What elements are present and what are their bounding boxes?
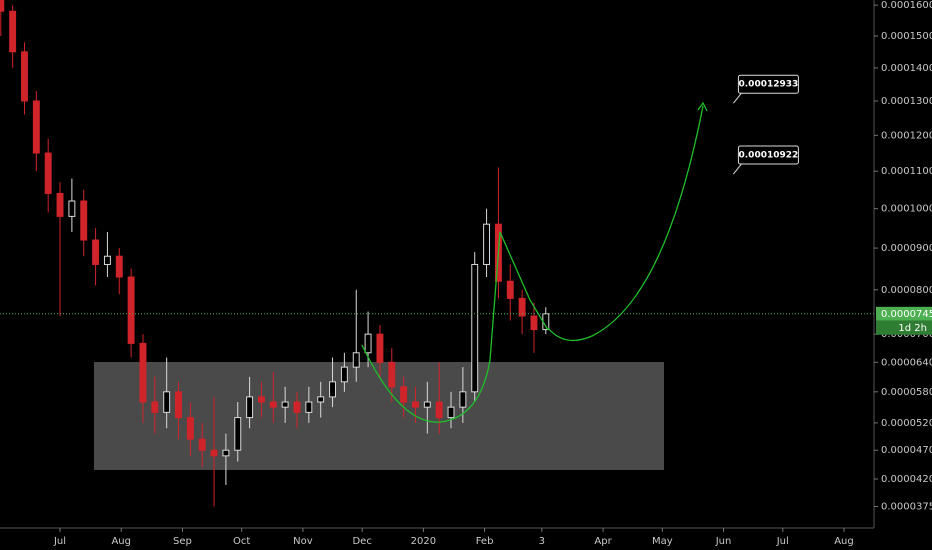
candle-body xyxy=(9,10,17,53)
candle-body xyxy=(459,391,467,408)
front-layer: 0.00007450 1d 2h 0.00012933 0.00010922 xyxy=(0,74,932,335)
candle-body xyxy=(80,200,88,241)
countdown-label: 1d 2h xyxy=(898,323,927,334)
countdown-box xyxy=(876,320,932,335)
candle-body xyxy=(305,401,313,413)
candle-body xyxy=(151,401,159,413)
x-tick-label: 3 xyxy=(539,536,545,547)
candle-body xyxy=(222,449,230,457)
x-tick-label: Dec xyxy=(352,536,371,547)
candle-body xyxy=(471,263,479,393)
x-tick-label: 2020 xyxy=(411,536,436,547)
callout-label: 0.00012933 xyxy=(739,80,799,90)
x-tick-label: Oct xyxy=(233,536,250,547)
last-price-label: 0.00007450 xyxy=(881,309,932,320)
candle-body xyxy=(92,239,100,265)
candles xyxy=(0,0,550,507)
callout-label: 0.00010922 xyxy=(739,151,799,161)
candle-body xyxy=(21,51,28,102)
candle-body xyxy=(269,401,277,408)
candle-body xyxy=(139,342,147,403)
range-zone xyxy=(94,362,664,470)
back-layer xyxy=(94,362,664,470)
x-tick-label: Apr xyxy=(594,536,612,547)
candle-body xyxy=(364,333,372,354)
candle-body xyxy=(506,280,514,299)
candle-body xyxy=(56,192,64,217)
y-tick-label: 0.00003750 xyxy=(881,501,932,512)
candle-body xyxy=(198,438,206,451)
projection-curve xyxy=(547,105,704,342)
x-tick-label: Jul xyxy=(776,536,789,547)
candle-body xyxy=(257,396,265,403)
x-tick-label: May xyxy=(652,536,673,547)
candle-body xyxy=(412,401,419,408)
candle-body xyxy=(68,200,76,217)
candle-body xyxy=(0,0,5,12)
candle-body xyxy=(340,366,348,383)
cup-curve xyxy=(361,231,549,423)
candle-body xyxy=(210,449,218,457)
candle-body xyxy=(127,276,135,344)
candle-body xyxy=(115,255,123,278)
candle-body xyxy=(352,352,360,368)
candle-body xyxy=(435,401,443,419)
x-tick-label: Nov xyxy=(293,536,313,547)
candle-body xyxy=(246,396,254,419)
callout-box xyxy=(737,74,799,94)
candle-body xyxy=(376,333,384,363)
x-tick-label: Jun xyxy=(715,536,732,547)
candle-body xyxy=(234,417,242,451)
candle-body xyxy=(175,391,182,419)
candle-body xyxy=(32,100,40,154)
drawings xyxy=(361,101,708,423)
candle-body xyxy=(186,417,194,440)
candle-body xyxy=(103,255,111,265)
last-price-box xyxy=(876,306,932,321)
candle-body xyxy=(423,401,431,408)
callout-box xyxy=(737,145,799,165)
candle-body xyxy=(317,396,325,403)
x-tick-label: Feb xyxy=(476,536,494,547)
candle-body xyxy=(44,152,52,194)
projection-arrow xyxy=(697,101,708,112)
axis-background xyxy=(874,0,932,550)
x-tick-label: Jul xyxy=(53,536,66,547)
candle-body xyxy=(447,406,455,419)
candle-body xyxy=(530,315,538,331)
x-tick-label: Sep xyxy=(173,536,192,547)
candle-body xyxy=(518,297,526,317)
candle-body xyxy=(163,391,171,413)
candle-body xyxy=(293,401,301,413)
callout-pointer xyxy=(733,163,742,175)
callout-pointer xyxy=(733,92,742,104)
candle-body xyxy=(281,401,289,408)
x-tick-label: Aug xyxy=(111,536,131,547)
candle-body xyxy=(329,381,337,398)
x-tick-label: Aug xyxy=(834,536,854,547)
candle-body xyxy=(400,386,408,403)
candle-body xyxy=(388,361,396,388)
candle-body xyxy=(483,223,491,265)
